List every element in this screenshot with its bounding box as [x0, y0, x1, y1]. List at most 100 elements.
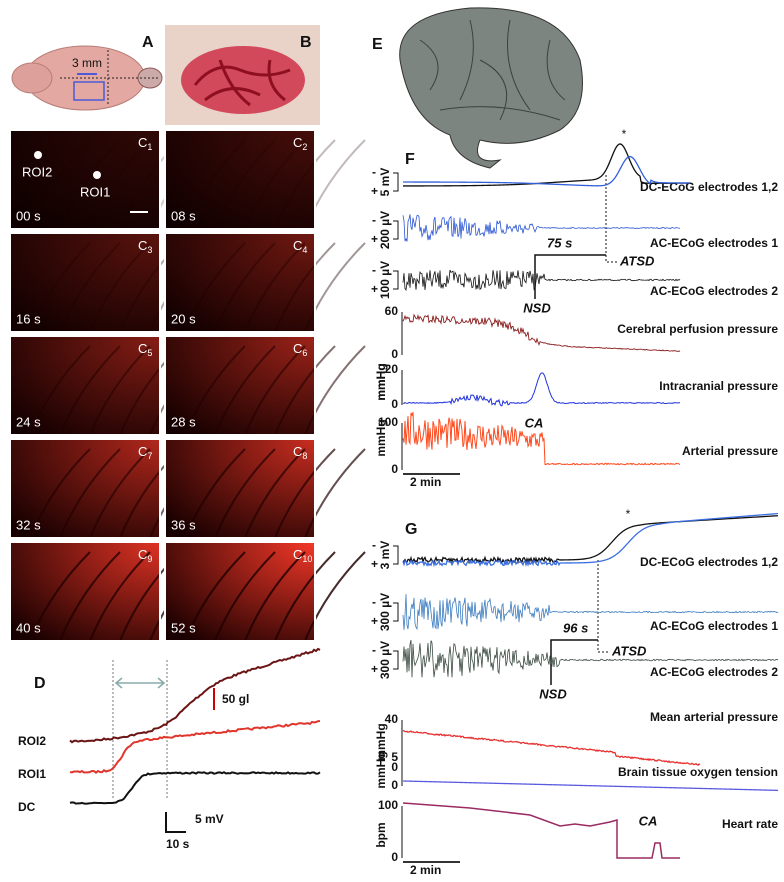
letter: C	[138, 238, 147, 253]
human-brain	[399, 7, 583, 169]
label: 0	[391, 778, 398, 792]
label: 3 mV	[378, 541, 392, 570]
vessel	[214, 448, 276, 539]
frame-border	[164, 335, 316, 436]
label: +	[371, 232, 378, 246]
vessel	[89, 242, 151, 333]
fluorescence	[10, 336, 160, 435]
frame: C6 28 s	[164, 335, 366, 436]
label: 40	[385, 712, 399, 726]
vessel	[59, 551, 121, 642]
label: Heart rate	[722, 817, 778, 831]
vessel	[184, 345, 246, 436]
vessel	[214, 242, 276, 333]
trace	[402, 512, 779, 568]
vessel	[244, 551, 306, 642]
label: DC	[18, 800, 36, 814]
scale-bracket	[393, 650, 399, 670]
label: Brain tissue oxygen tension	[618, 765, 778, 779]
subscript: 1	[147, 142, 152, 152]
label: G	[405, 521, 417, 538]
subscript: 3	[147, 245, 152, 255]
label: -	[372, 595, 376, 609]
label: ATSD	[611, 643, 647, 658]
craniotomy-photo	[165, 25, 320, 125]
frame-time: 08 s	[171, 208, 196, 223]
label: F	[405, 151, 415, 168]
vessel	[29, 139, 91, 230]
frame-label: C4	[293, 238, 307, 255]
nsd-arrow	[550, 639, 598, 685]
roi-dot	[93, 171, 101, 179]
trace	[402, 155, 691, 187]
letter: C	[138, 341, 147, 356]
vessel	[274, 139, 336, 230]
vessel	[244, 345, 306, 436]
vessel	[29, 448, 91, 539]
frame: C2 08 s	[164, 129, 366, 230]
label: -	[372, 165, 376, 179]
frame-label: C10	[293, 547, 312, 564]
label: AC-ECoG electrodes 1	[650, 236, 778, 250]
letter: C	[138, 135, 147, 150]
label: Intracranial pressure	[659, 379, 778, 393]
fluorescence	[165, 130, 315, 229]
label: ROI1	[18, 767, 46, 781]
label: 300 µV	[378, 593, 392, 631]
label: -	[372, 213, 376, 227]
label: mmHg	[374, 419, 388, 456]
frame-label: C9	[138, 547, 152, 564]
frame-border	[164, 129, 316, 230]
frame-time: 00 s	[16, 208, 41, 223]
label: B	[300, 34, 312, 51]
letter: C	[293, 135, 302, 150]
frame-border	[9, 232, 161, 333]
frame-border	[9, 335, 161, 436]
letter: C	[138, 547, 147, 562]
frame-time: 32 s	[16, 517, 41, 532]
frame-label: C5	[138, 341, 152, 358]
frame-time: 24 s	[16, 414, 41, 429]
fluorescence	[165, 233, 315, 332]
frame-border	[9, 129, 161, 230]
frame: C9 40 s	[9, 541, 211, 642]
label: ROI1	[80, 184, 110, 199]
frame-time: 52 s	[171, 620, 196, 635]
frame-time: 36 s	[171, 517, 196, 532]
label: 50 gl	[222, 692, 249, 706]
subscript: 4	[302, 245, 307, 255]
vessel	[274, 345, 336, 436]
label: Cerebral perfusion pressure	[617, 322, 778, 336]
label: 100	[378, 798, 398, 812]
vessel	[89, 345, 151, 436]
trace	[402, 372, 681, 407]
letter: C	[293, 547, 302, 562]
letter: C	[138, 444, 147, 459]
label: A	[142, 34, 154, 51]
vessel	[184, 448, 246, 539]
trace	[69, 720, 321, 774]
vessel	[214, 551, 276, 642]
vessel	[244, 448, 306, 539]
frame: C3 16 s	[9, 232, 211, 333]
label: +	[371, 614, 378, 628]
label: bpm	[374, 822, 388, 847]
label: -	[372, 538, 376, 552]
label: +	[371, 662, 378, 676]
frame-label: C3	[138, 238, 152, 255]
label: 5	[391, 750, 398, 764]
label: ROI2	[18, 734, 46, 748]
vessel	[304, 345, 366, 436]
atsd-line	[605, 175, 618, 263]
vessel	[29, 242, 91, 333]
scale-bracket	[393, 172, 399, 192]
frame-label: C7	[138, 444, 152, 461]
label: DC-ECoG electrodes 1,2	[640, 555, 778, 569]
vessel	[304, 242, 366, 333]
vessel	[244, 242, 306, 333]
trace	[402, 729, 701, 766]
label: ATSD	[619, 253, 655, 268]
trace	[402, 515, 779, 565]
